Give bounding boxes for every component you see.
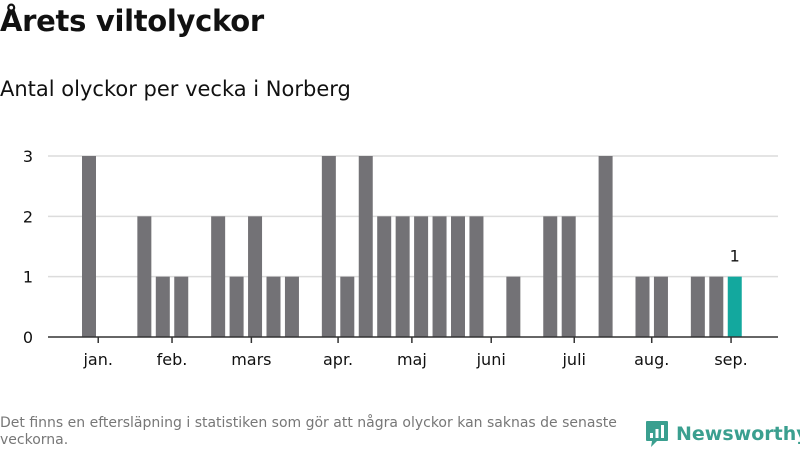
y-tick-label: 3 (23, 147, 33, 166)
x-tick-label: aug. (634, 350, 669, 369)
bar (174, 276, 189, 337)
bar (321, 156, 336, 337)
x-tick-label: sep. (714, 350, 747, 369)
bar (432, 216, 447, 337)
bar (266, 276, 281, 337)
bar (340, 276, 355, 337)
footnote: Det finns en eftersläpning i statistiken… (0, 415, 617, 448)
x-tick-label: juni (476, 350, 506, 369)
bar (248, 216, 263, 337)
x-tick-label: jan. (82, 350, 112, 369)
bar (506, 276, 521, 337)
newsworthy-logo-icon (646, 421, 668, 447)
bar (377, 216, 392, 337)
bar (155, 276, 170, 337)
bar (709, 276, 724, 337)
chart-subtitle: Antal olyckor per vecka i Norberg (0, 77, 351, 101)
bar (469, 216, 484, 337)
chart-title: Årets viltolyckor (0, 4, 264, 38)
bar (598, 156, 613, 337)
x-tick-label: mars (231, 350, 271, 369)
bar (284, 276, 299, 337)
y-tick-label: 0 (23, 328, 33, 347)
bar (395, 216, 410, 337)
bar (451, 216, 465, 337)
bar (414, 216, 429, 337)
bar (82, 156, 96, 337)
bar-value-label: 1 (730, 247, 740, 266)
bar (635, 276, 650, 337)
y-tick-label: 2 (23, 207, 33, 226)
newsworthy-logo-text: Newsworthy (676, 423, 800, 445)
y-tick-label: 1 (23, 268, 33, 287)
bar (561, 216, 576, 337)
x-tick-label: apr. (323, 350, 353, 369)
x-tick-label: feb. (157, 350, 188, 369)
bar-highlight (727, 276, 742, 337)
bar (211, 216, 226, 337)
bar (690, 276, 705, 337)
bar-chart: 0 1 2 3 1 jan. feb. mars apr. maj juni juli aug. sep. (23, 147, 778, 369)
bar (358, 156, 373, 337)
bar (653, 276, 668, 337)
newsworthy-logo: Newsworthy (645, 420, 800, 448)
bar (137, 216, 152, 337)
x-tick-label: juli (561, 350, 585, 369)
bar (229, 276, 244, 337)
bar (543, 216, 558, 337)
x-tick-label: maj (397, 350, 427, 369)
